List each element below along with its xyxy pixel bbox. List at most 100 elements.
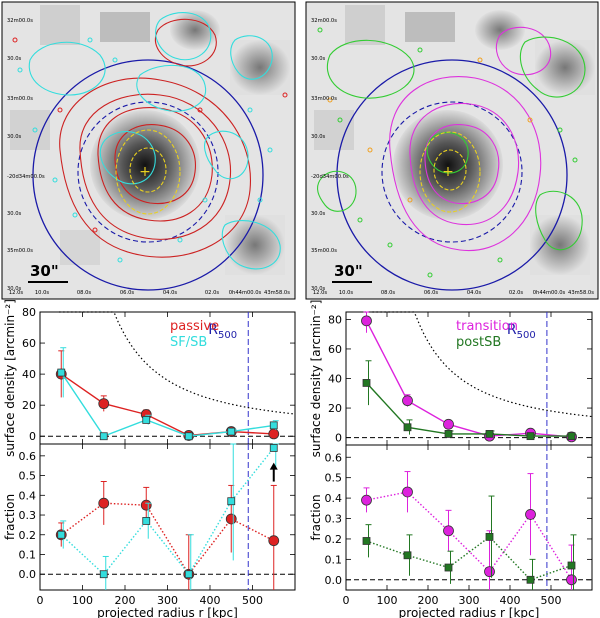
data-point-square (485, 533, 494, 541)
data-point-square (269, 421, 278, 430)
reference-curve (364, 311, 593, 418)
passive-contours (59, 18, 252, 258)
data-point-square (485, 430, 494, 438)
x-tick-label: 300 (459, 594, 480, 607)
data-point-square (99, 432, 108, 441)
x-tick-label: 300 (157, 594, 178, 607)
data-point-square (184, 570, 193, 579)
data-point-circle (268, 428, 280, 440)
y-tick-label: 0.5 (19, 470, 37, 483)
x-tick-label: 500 (541, 594, 562, 607)
dec-tick-label: 32m00.0s (7, 18, 33, 24)
ra-tick-label: 06.0s (120, 290, 135, 296)
dec-tick-label: -20d34m00.0s (7, 174, 45, 180)
data-point-square (526, 575, 535, 584)
y-tick-label: 60 (22, 337, 36, 350)
dec-tick-label: 33m00.0s (311, 96, 337, 102)
transition-contours (389, 26, 552, 252)
y-tick-label: 20 (22, 399, 36, 412)
dec-tick-label: 32m00.0s (311, 18, 337, 24)
series-line-transition (365, 320, 572, 438)
legend-label: postSB (456, 335, 501, 350)
x-tick-label: 400 (500, 594, 521, 607)
reference-curve (59, 311, 296, 415)
y-tick-label: 0 (29, 430, 36, 443)
data-point-square (567, 432, 576, 441)
y-tick-label: 0.2 (325, 533, 343, 546)
plot-frame (39, 443, 296, 591)
ra-tick-label: 04.0s (467, 290, 482, 296)
dec-tick-label: 30.0s (311, 286, 326, 292)
y-tick-label: 0 (335, 432, 342, 445)
x-tick-label: 200 (418, 594, 439, 607)
data-point-square (403, 551, 412, 560)
dec-tick-label: 30.0s (7, 286, 22, 292)
y-tick-label: 0.0 (19, 568, 37, 581)
plot-panel-left-bottom: 0.0 0.1 0.2 0.3 0.4 0.5 0.6 0 100 200 300 400 500 fra… (3, 443, 296, 618)
y-tick-label: 0.3 (325, 513, 343, 526)
r500-circle (32, 59, 264, 291)
x-tick-label: 400 (200, 594, 221, 607)
y-tick-label: 0.6 (19, 450, 37, 463)
series-line-sfsb (60, 372, 274, 438)
dec-tick-label: 35m00.0s (311, 248, 337, 254)
dec-tick-label: 30.0s (7, 211, 22, 217)
ra-tick-label: 02.0s (509, 290, 524, 296)
y-tick-label: 80 (328, 313, 342, 326)
r500-subscript: 500 (517, 330, 536, 341)
dec-tick-label: -20d34m00.0s (311, 174, 349, 180)
x-tick-label: 200 (115, 594, 136, 607)
scalebar-label: 30" (30, 262, 59, 280)
data-point-circle (268, 535, 280, 547)
data-point-square (57, 530, 66, 539)
dec-tick-label: 30.0s (311, 211, 326, 217)
dec-tick-label: 30.0s (311, 134, 326, 140)
data-point-square (99, 570, 108, 579)
ra-tick-label: 43m58.0s (264, 290, 290, 296)
data-point-square (269, 444, 278, 452)
sfsb-contours (28, 12, 281, 270)
data-point-square (444, 430, 453, 438)
data-point-square (362, 537, 371, 545)
x-tick-label: 500 (242, 594, 263, 607)
data-point-circle (225, 513, 237, 525)
svg-text:+: + (442, 164, 454, 180)
scalebar-label-right: 30" (334, 262, 363, 280)
plot-panel-right-bottom: 0.0 0.1 0.2 0.3 0.4 0.5 0.6 0 100 200 300 400 500 fra… (309, 444, 593, 618)
data-point-square (227, 427, 236, 436)
ra-tick-label: 43m58.0s (568, 290, 594, 296)
data-point-square (142, 517, 151, 525)
legend-label: transition (456, 319, 518, 334)
data-point-square (57, 368, 66, 377)
ra-tick-label: 02.0s (205, 290, 220, 296)
y-tick-label: 0.4 (19, 489, 37, 502)
data-point-square (567, 561, 576, 570)
data-point-circle (361, 315, 372, 327)
ra-tick-label: 08.0s (77, 290, 92, 296)
y-tick-label: 0.3 (19, 509, 37, 522)
data-point-circle (566, 574, 577, 586)
y-tick-label: 20 (328, 402, 342, 415)
dec-tick-label: 35m00.0s (7, 248, 33, 254)
ra-tick-label: 12.0s (9, 290, 24, 296)
data-point-circle (484, 566, 495, 578)
ra-tick-label: 06.0s (424, 290, 439, 296)
dec-tick-label: 30.0s (7, 134, 22, 140)
sky-map-passive-sfsb: + 30" 32m00.0s 30.0s 33m00.0s 30.0s -20d34m0… (1, 1, 296, 300)
y-tick-label: 0.0 (325, 574, 343, 587)
series-line-postsb (365, 382, 572, 437)
y-axis-label: surface density [arcmin⁻²] (309, 300, 323, 458)
data-point-circle (402, 395, 413, 407)
data-point-square (227, 497, 236, 506)
ra-tick-label: 04.0s (163, 290, 178, 296)
data-point-square (403, 423, 412, 432)
data-point-circle (402, 486, 413, 498)
series-line-postsb (366, 535, 572, 581)
y-axis-label: fraction (3, 494, 17, 540)
data-point-square (526, 432, 535, 441)
x-tick-label: 0 (37, 594, 44, 607)
ra-tick-label: 0h44m00.0s (533, 290, 566, 296)
